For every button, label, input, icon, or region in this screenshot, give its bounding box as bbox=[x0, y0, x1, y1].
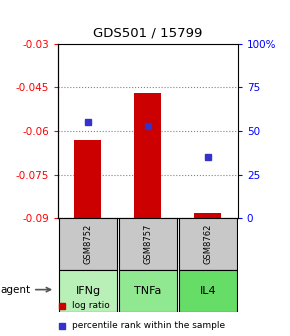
Title: GDS501 / 15799: GDS501 / 15799 bbox=[93, 27, 203, 40]
Bar bbox=[59, 270, 117, 312]
Bar bbox=[194, 213, 221, 218]
Text: TNFa: TNFa bbox=[134, 286, 162, 296]
Text: IFNg: IFNg bbox=[75, 286, 101, 296]
Text: GSM8757: GSM8757 bbox=[143, 224, 153, 264]
Text: agent: agent bbox=[0, 285, 50, 295]
Bar bbox=[179, 270, 237, 312]
Text: GSM8762: GSM8762 bbox=[203, 224, 212, 264]
Text: percentile rank within the sample: percentile rank within the sample bbox=[72, 322, 226, 330]
Bar bbox=[119, 218, 177, 270]
Bar bbox=[119, 270, 177, 312]
Bar bbox=[179, 218, 237, 270]
Text: log ratio: log ratio bbox=[72, 301, 110, 310]
Text: IL4: IL4 bbox=[200, 286, 216, 296]
Bar bbox=[75, 140, 102, 218]
Text: GSM8752: GSM8752 bbox=[84, 224, 93, 264]
Bar bbox=[59, 218, 117, 270]
Bar bbox=[135, 93, 162, 218]
